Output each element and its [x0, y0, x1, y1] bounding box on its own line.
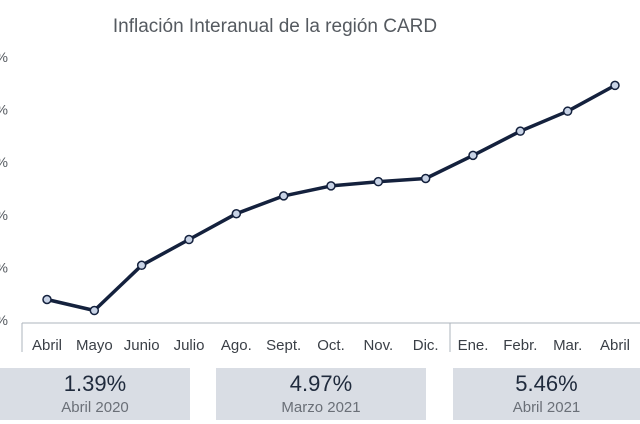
x-tick-label: Junio [124, 337, 160, 354]
y-tick-label: % [0, 154, 8, 170]
series-line [45, 83, 617, 313]
stat-card-march-2021: 4.97% Marzo 2021 [216, 368, 426, 420]
x-tick-label: Sept. [266, 337, 301, 354]
x-tick-label: Ene. [458, 337, 489, 354]
x-tick-label: Ago. [221, 337, 252, 354]
data-point [515, 126, 526, 136]
y-tick-label: % [0, 49, 8, 65]
data-point [420, 173, 431, 184]
y-tick-label: % [0, 312, 8, 328]
data-point [610, 80, 620, 91]
stat-label: Abril 2020 [61, 399, 129, 416]
y-tick-label: % [0, 207, 8, 223]
y-axis-ticks: %%%%%% [0, 49, 8, 328]
y-tick-label: % [0, 102, 8, 118]
chart-title: Inflación Interanual de la región CARD [113, 16, 437, 37]
data-point [184, 234, 194, 245]
data-point [136, 260, 147, 271]
series-markers [42, 80, 620, 316]
stat-card-april-2021: 5.46% Abril 2021 [453, 368, 640, 420]
x-tick-label: Oct. [317, 337, 345, 354]
x-tick-label: Mar. [553, 337, 582, 354]
y-tick-label: % [0, 259, 8, 275]
data-point [468, 150, 478, 161]
data-point [326, 181, 336, 191]
data-point [278, 191, 289, 201]
data-point [231, 208, 242, 219]
stat-label: Abril 2021 [512, 399, 581, 416]
x-tick-label: Febr. [503, 337, 537, 354]
data-point [42, 294, 52, 305]
x-tick-label: Mayo [76, 337, 113, 354]
stat-value: 4.97% [289, 371, 353, 396]
x-tick-label: Abril [600, 337, 630, 354]
data-point [89, 305, 100, 316]
data-point [562, 106, 573, 116]
data-point [373, 176, 384, 187]
x-tick-label: Julio [174, 337, 205, 354]
x-tick-label: Dic. [413, 337, 439, 354]
x-tick-label: Nov. [363, 337, 393, 354]
stat-card-april-2020: 1.39% Abril 2020 [0, 368, 190, 420]
stat-value: 5.46% [515, 371, 578, 396]
x-tick-label: Abril [32, 337, 62, 354]
x-axis-ticks: Abril Mayo Junio Julio Ago. Sept. Oct. Nov. Dic.… [32, 337, 630, 354]
stat-value: 1.39% [63, 371, 127, 396]
line-chart: Inflación Interanual de la región CARD %… [0, 16, 640, 354]
stat-label: Marzo 2021 [281, 399, 361, 416]
